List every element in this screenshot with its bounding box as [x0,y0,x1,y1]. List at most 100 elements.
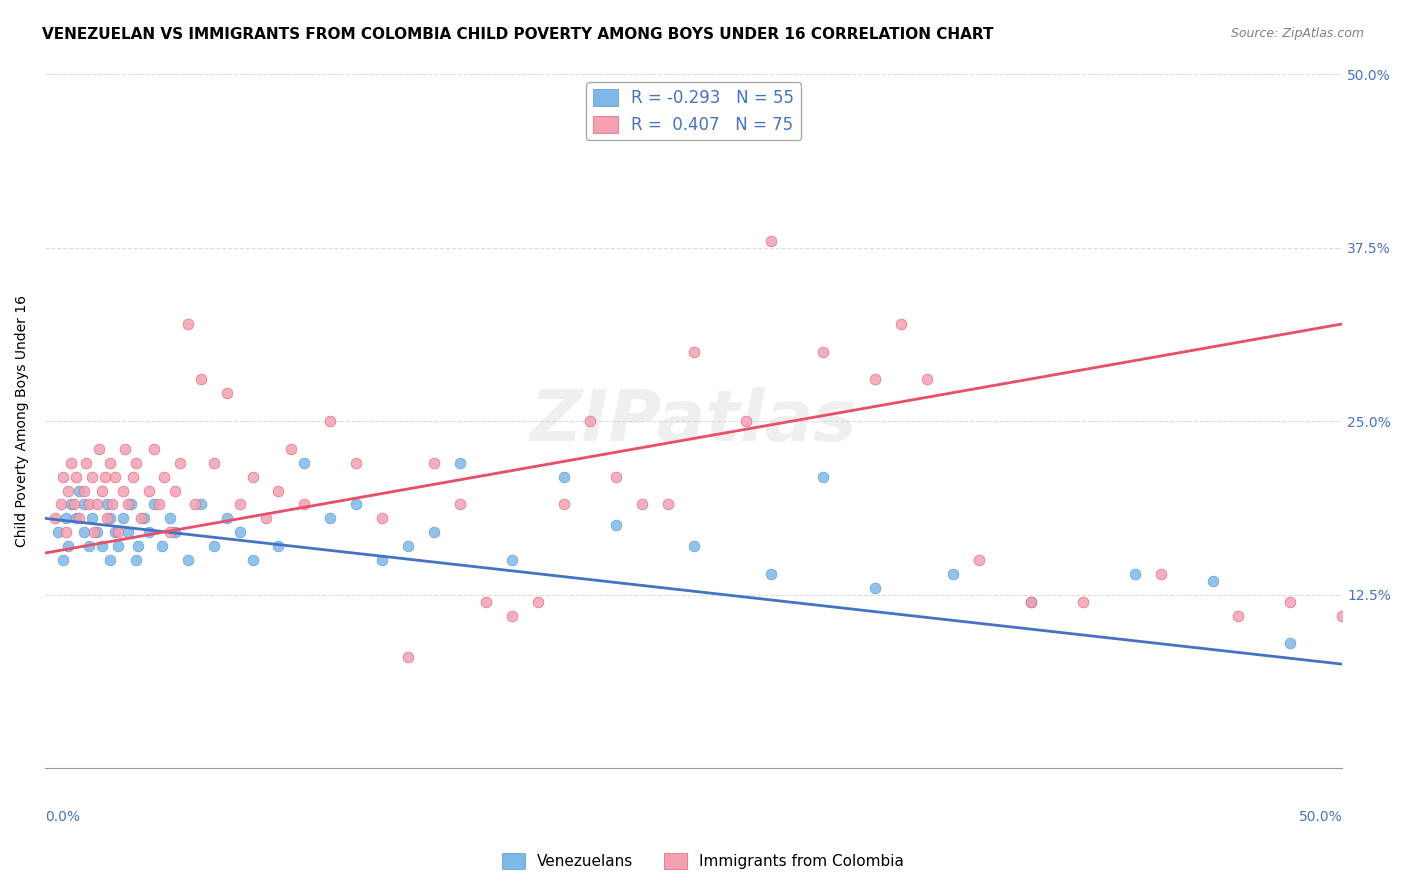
Point [120,498,142,512]
Point [107,539,129,553]
Point [176,317,198,331]
Point [267,539,290,553]
Point [242,553,264,567]
Legend: R = -0.293   N = 55, R =  0.407   N = 75: R = -0.293 N = 55, R = 0.407 N = 75 [586,82,801,140]
Point [202,539,225,553]
Point [86,498,108,512]
Point [49,498,72,512]
Text: 0.0%: 0.0% [45,810,80,824]
Text: ZIPatlas: ZIPatlas [530,386,858,456]
Point [104,525,127,540]
Point [93,469,115,483]
Point [55,525,77,540]
Point [104,469,127,483]
Point [242,469,264,483]
Point [52,553,75,567]
Point [91,539,114,553]
Point [58,483,80,498]
Point [1331,608,1354,623]
Point [125,456,148,470]
Point [44,511,66,525]
Point [67,483,90,498]
Point [396,539,419,553]
Point [86,525,108,540]
Point [267,483,290,498]
Text: VENEZUELAN VS IMMIGRANTS FROM COLOMBIA CHILD POVERTY AMONG BOYS UNDER 16 CORRELA: VENEZUELAN VS IMMIGRANTS FROM COLOMBIA C… [42,27,994,42]
Point [73,483,96,498]
Point [184,498,207,512]
Point [148,498,170,512]
Y-axis label: Child Poverty Among Boys Under 16: Child Poverty Among Boys Under 16 [15,295,30,547]
Point [55,511,77,525]
Point [1123,566,1146,581]
Point [76,456,98,470]
Point [80,469,103,483]
Point [142,442,165,456]
Point [153,469,176,483]
Point [125,553,148,567]
Point [202,456,225,470]
Point [138,525,160,540]
Point [159,525,181,540]
Point [215,511,238,525]
Point [1227,608,1250,623]
Point [52,469,75,483]
Point [122,469,145,483]
Point [396,650,419,665]
Point [605,469,627,483]
Point [163,525,186,540]
Point [890,317,912,331]
Point [111,483,134,498]
Point [865,372,887,386]
Point [59,456,82,470]
Point [1201,574,1223,588]
Point [475,594,498,608]
Point [80,511,103,525]
Point [228,498,250,512]
Point [915,372,938,386]
Point [813,469,835,483]
Point [77,498,100,512]
Point [190,372,212,386]
Point [294,456,316,470]
Point [1279,636,1302,650]
Point [734,414,756,428]
Point [77,539,100,553]
Point [294,498,316,512]
Point [127,539,149,553]
Point [553,469,575,483]
Point [117,525,139,540]
Point [98,511,121,525]
Point [967,553,990,567]
Point [67,511,90,525]
Point [150,539,173,553]
Point [630,498,652,512]
Point [111,511,134,525]
Point [73,498,96,512]
Point [1071,594,1094,608]
Point [96,498,118,512]
Point [682,344,704,359]
Point [371,553,394,567]
Point [59,498,82,512]
Point [682,539,704,553]
Point [117,498,139,512]
Point [1019,594,1042,608]
Point [449,498,471,512]
Point [114,442,136,456]
Point [579,414,602,428]
Point [605,518,627,533]
Point [1149,566,1171,581]
Point [1019,594,1042,608]
Point [1279,594,1302,608]
Point [527,594,550,608]
Point [96,511,118,525]
Point [73,525,96,540]
Point [101,498,124,512]
Point [254,511,277,525]
Point [83,525,105,540]
Point [280,442,302,456]
Point [865,581,887,595]
Point [319,414,342,428]
Point [761,234,783,248]
